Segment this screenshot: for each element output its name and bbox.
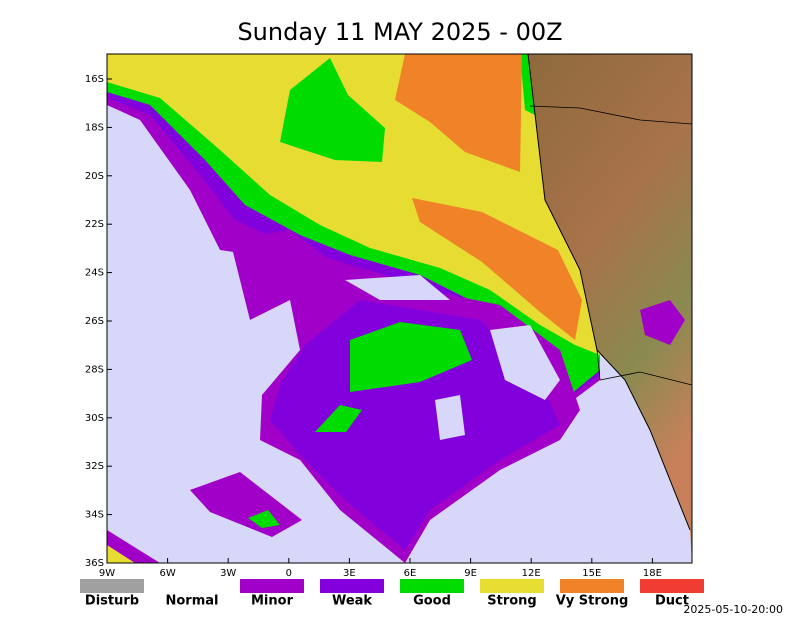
legend-label: Minor [251,594,294,609]
field-region [395,54,522,172]
y-tick-label: 30S [85,413,104,424]
legend-label: Duct [655,594,689,609]
x-tick-label: 18E [643,568,662,579]
x-tick-label: 15E [582,568,601,579]
legend-swatch [400,579,464,593]
field-region [412,198,582,340]
x-tick-label: 0 [286,568,292,579]
legend-swatch [80,579,144,593]
field-region [280,58,385,162]
x-tick-label: 9E [464,568,477,579]
y-tick-label: 20S [85,171,104,182]
field-region [107,545,135,563]
field-region [270,300,560,550]
timestamp: 2025-05-10-20:00 [683,603,783,616]
legend-label: Disturb [85,594,139,609]
field-region [490,325,560,400]
field-region [248,510,280,528]
legend-label: Weak [332,594,372,609]
field-region [640,300,685,345]
y-tick-label: 18S [85,122,104,133]
field-region [435,395,465,440]
legend-label: Vy Strong [556,594,629,609]
field-region [350,322,472,392]
legend-label: Good [413,594,451,609]
map-fields [107,54,692,563]
field-region [315,405,362,432]
y-tick-label: 22S [85,219,104,230]
legend-swatch [560,579,624,593]
legend-label: Strong [487,594,536,609]
y-tick-label: 16S [85,74,104,85]
legend-swatch [320,579,384,593]
legend-swatch [640,579,704,593]
legend-label: Normal [166,594,219,609]
x-tick-label: 6E [404,568,417,579]
y-tick-label: 26S [85,316,104,327]
y-tick-label: 32S [85,461,104,472]
plot-frame [106,53,693,564]
legend-swatch [480,579,544,593]
map-title: Sunday 11 MAY 2025 - 00Z [237,18,562,46]
field-region [345,275,450,300]
x-tick-label: 9W [99,568,115,579]
x-tick-label: 12E [522,568,541,579]
legend-swatch [240,579,304,593]
y-tick-label: 24S [85,268,104,279]
y-tick-label: 28S [85,364,104,375]
y-tick-label: 36S [85,558,104,569]
x-tick-label: 3W [220,568,236,579]
y-tick-label: 34S [85,510,104,521]
x-tick-label: 3E [343,568,356,579]
x-tick-label: 6W [159,568,175,579]
